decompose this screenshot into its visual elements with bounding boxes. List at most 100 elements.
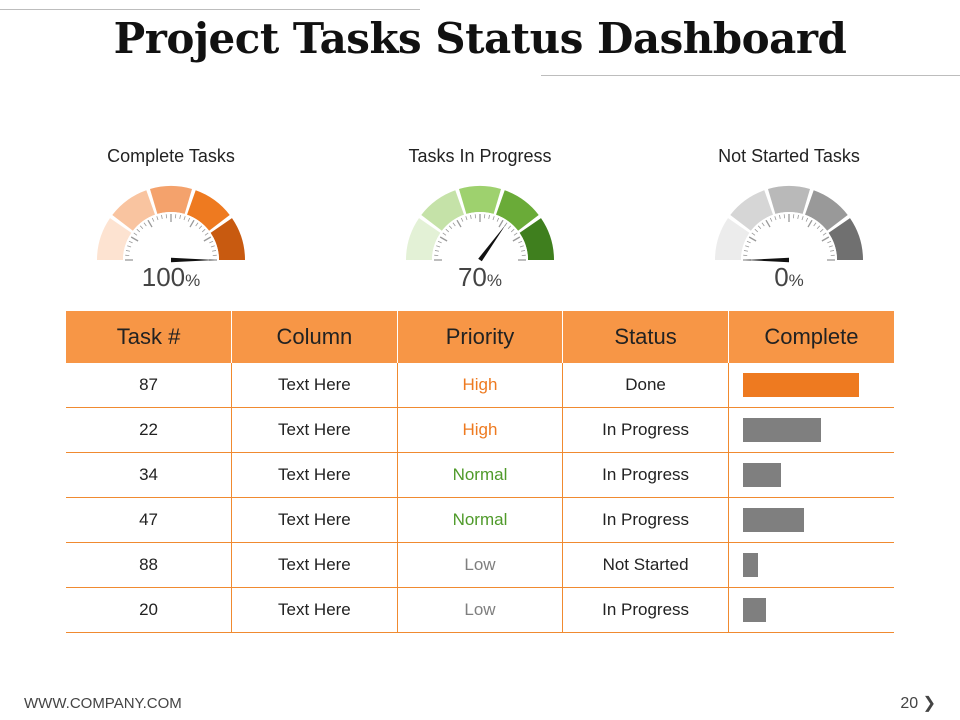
gauge-tick — [161, 214, 163, 220]
gauge-tick — [765, 219, 771, 228]
gauge-tick — [198, 225, 203, 230]
tasks-table: Task # Column Priority Status Complete 8… — [66, 311, 894, 633]
progress-bar — [742, 553, 758, 577]
gauge-tick — [460, 217, 464, 222]
gauge-tick — [807, 219, 813, 228]
gauge-tick — [774, 216, 777, 221]
cell-complete — [728, 497, 894, 543]
gauge-tick — [748, 236, 757, 242]
gauge-tick — [151, 217, 155, 222]
gauge-label: Complete Tasks — [107, 146, 235, 166]
gauge-tick — [147, 219, 153, 228]
cell-complete — [728, 407, 894, 453]
gauge-tick — [136, 228, 141, 233]
gauge-tick — [442, 232, 447, 236]
gauge-tick — [805, 217, 809, 222]
cell-column: Text Here — [231, 363, 398, 408]
gauge-tick — [210, 245, 215, 248]
gauge-tick — [518, 240, 523, 244]
cell-complete — [728, 452, 894, 498]
gauge-needle — [171, 257, 215, 263]
page-number[interactable]: 20 ❯ — [900, 695, 936, 712]
gauge-tick — [769, 217, 773, 222]
gauge-tick — [204, 232, 209, 236]
cell-priority: Low — [397, 587, 564, 633]
gauge-dial — [97, 186, 245, 263]
gauge-dial — [406, 186, 554, 262]
gauge-tick — [779, 214, 781, 220]
gauge-segment — [406, 218, 441, 260]
header-status: Status — [562, 311, 729, 363]
progress-bar — [742, 463, 781, 487]
gauge-tick — [757, 225, 762, 230]
gauge-tick — [821, 236, 830, 242]
footer-url: WWW.COMPANY.COM — [24, 695, 182, 712]
gauge-tick — [813, 222, 817, 227]
gauge-tick — [822, 232, 827, 236]
gauge-tick — [498, 219, 504, 228]
gauge-tick — [754, 228, 759, 233]
gauge-dial — [715, 186, 863, 263]
gauge-tick — [465, 216, 468, 221]
gauge-tick — [743, 250, 749, 252]
cell-column: Text Here — [231, 407, 398, 453]
cell-task: 34 — [66, 452, 233, 498]
gauge-tick — [452, 222, 456, 227]
header-complete: Complete — [728, 311, 894, 363]
gauge-in-progress: Tasks In Progress 70% — [360, 146, 600, 296]
gauge-tick — [156, 216, 159, 221]
cell-column: Text Here — [231, 452, 398, 498]
gauge-inner — [741, 212, 837, 260]
gauge-complete: Complete Tasks 100% — [51, 146, 291, 296]
gauge-tick — [209, 240, 214, 244]
cell-status: In Progress — [562, 497, 729, 543]
table-row: 20 Text Here Low In Progress — [66, 587, 894, 633]
gauge-tick — [179, 214, 181, 220]
cell-priority: High — [397, 363, 564, 408]
cell-priority: Normal — [397, 452, 564, 498]
cell-priority: Normal — [397, 497, 564, 543]
gauge-segment — [730, 190, 773, 231]
cell-task: 47 — [66, 497, 233, 543]
table-row: 34 Text Here Normal In Progress — [66, 452, 894, 498]
gauge-label: Not Started Tasks — [718, 146, 860, 166]
progress-bar — [742, 373, 859, 397]
gauge-segment — [112, 190, 155, 231]
gauge-segment — [767, 186, 811, 214]
cell-status: In Progress — [562, 452, 729, 498]
cell-column: Text Here — [231, 497, 398, 543]
gauge-tick — [488, 214, 490, 220]
gauge-tick — [203, 236, 212, 242]
top-right-divider — [541, 75, 960, 76]
gauge-tick — [745, 245, 750, 248]
cell-column: Text Here — [231, 542, 398, 588]
cell-priority: Low — [397, 542, 564, 588]
gauge-tick — [751, 232, 756, 236]
gauge-tick — [143, 222, 147, 227]
gauge-tick — [492, 216, 495, 221]
gauge-segment — [149, 186, 193, 214]
gauge-tick — [195, 222, 199, 227]
gauge-tick — [128, 240, 133, 244]
top-left-divider — [0, 9, 420, 10]
cell-complete — [728, 363, 894, 408]
cell-complete — [728, 542, 894, 588]
gauge-tick — [125, 250, 131, 252]
gauge-tick — [201, 228, 206, 233]
gauge-tick — [439, 236, 448, 242]
table-row: 47 Text Here Normal In Progress — [66, 497, 894, 543]
gauge-tick — [437, 240, 442, 244]
gauge-tick — [434, 250, 440, 252]
gauge-value: 0% — [774, 262, 804, 292]
gauge-value: 100% — [141, 262, 201, 292]
gauge-tick — [456, 219, 462, 228]
cell-complete — [728, 587, 894, 633]
gauge-tick — [183, 216, 186, 221]
gauge-tick — [139, 225, 144, 230]
page-title: Project Tasks Status Dashboard — [113, 14, 847, 63]
gauge-tick — [211, 250, 217, 252]
gauge-label: Tasks In Progress — [408, 146, 552, 166]
gauge-tick — [510, 228, 515, 233]
progress-bar — [742, 508, 804, 532]
gauge-segment — [805, 190, 848, 231]
